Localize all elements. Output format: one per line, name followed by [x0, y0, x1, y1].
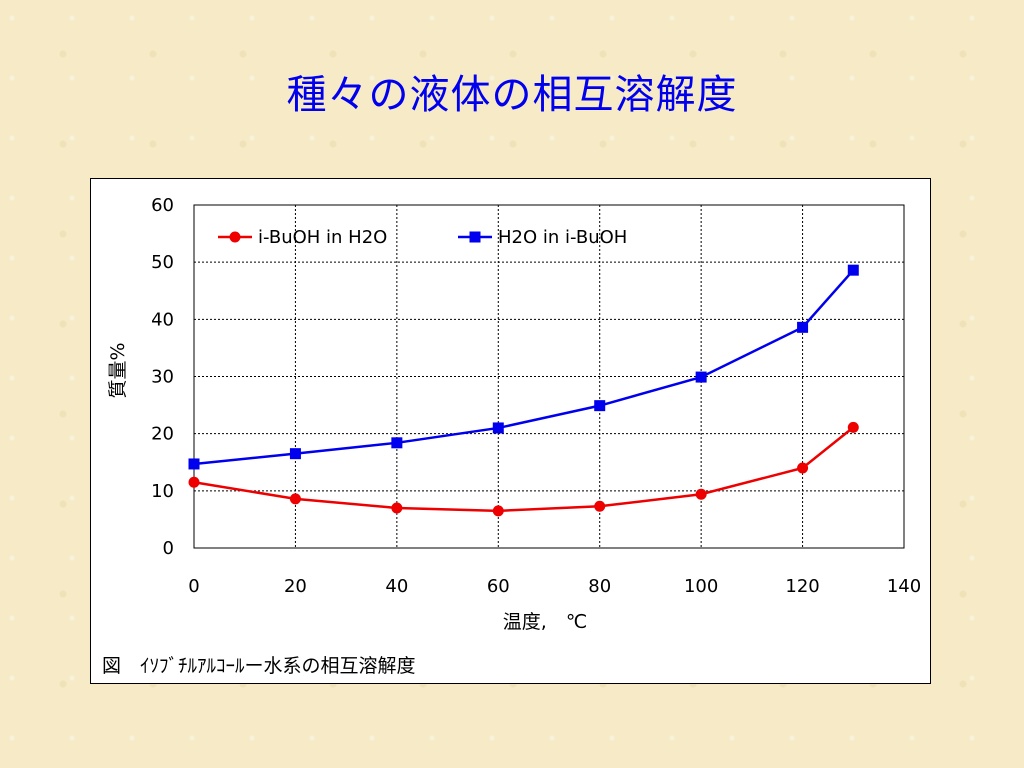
series-2-point [391, 437, 403, 449]
legend-label-1: i-BuOH in H2O [258, 227, 387, 248]
series-1-point [289, 493, 301, 505]
figure-caption: 図 ｲｿﾌﾞﾁﾙｱﾙｺｰﾙー水系の相互溶解度 [102, 655, 416, 677]
y-axis-label: 質量% [107, 342, 129, 398]
y-tick-label: 0 [163, 538, 174, 559]
series-2-point [188, 458, 200, 470]
plot-area-frame [193, 204, 905, 549]
x-axis-label: 温度, ℃ [503, 611, 587, 633]
series-1-point [492, 505, 504, 517]
legend-marker-2 [469, 231, 481, 243]
series-2-point [797, 321, 809, 333]
series-1-point [695, 488, 707, 500]
legend-marker-1 [229, 231, 241, 243]
y-tick-label: 10 [151, 481, 174, 502]
series-line-2 [193, 269, 855, 466]
x-tick-label: 120 [785, 576, 819, 597]
y-tick-label: 50 [151, 252, 174, 273]
series-1-point [797, 462, 809, 474]
chart-panel: 0 20 40 60 80 100 120 140 0 10 20 30 40 50 60 温度, ℃ 質量% i… [90, 178, 931, 684]
slide-title: 種々の液体の相互溶解度 [286, 72, 738, 118]
x-tick-label: 140 [887, 576, 921, 597]
y-tick-label: 30 [151, 367, 174, 388]
series-2-point [492, 422, 504, 434]
x-tick-label: 0 [188, 576, 199, 597]
y-tick-label: 60 [151, 195, 174, 216]
series-1-point [188, 476, 200, 488]
solubility-chart: 0 20 40 60 80 100 120 140 0 10 20 30 40 50 60 温度, ℃ 質量% i… [107, 195, 921, 633]
x-tick-label: 100 [684, 576, 718, 597]
series-2-point [594, 400, 606, 412]
series-2-point [847, 264, 859, 276]
series-1-point [594, 500, 606, 512]
x-tick-label: 20 [284, 576, 307, 597]
x-tick-label: 60 [487, 576, 510, 597]
series-2-point [695, 371, 707, 383]
series-1-point [847, 421, 859, 433]
series-1-point [391, 502, 403, 514]
y-tick-label: 40 [151, 309, 174, 330]
y-tick-label: 20 [151, 424, 174, 445]
series-2-point [289, 448, 301, 460]
legend-label-2: H2O in i-BuOH [498, 227, 627, 248]
series-line-1 [193, 426, 855, 513]
x-tick-label: 40 [385, 576, 408, 597]
x-tick-label: 80 [588, 576, 611, 597]
